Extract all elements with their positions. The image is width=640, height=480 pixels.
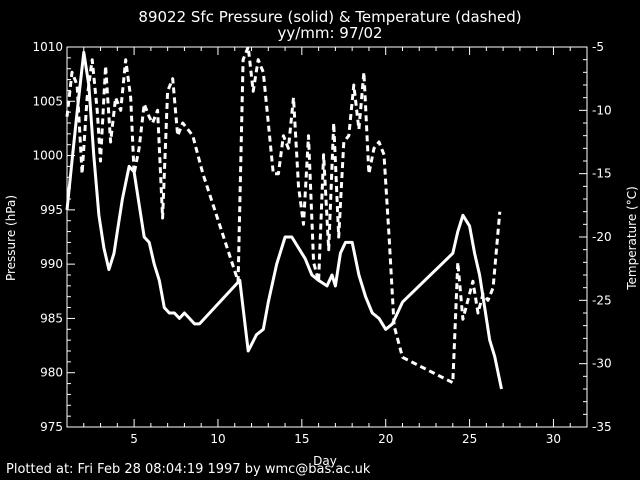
footer-caption: Plotted at: Fri Feb 28 08:04:19 1997 by …	[6, 462, 371, 477]
y-tick-label: 1000	[32, 149, 63, 163]
temperature-line	[65, 45, 502, 385]
chart-subtitle: yy/mm: 97/02	[277, 24, 382, 42]
y-tick-label: 980	[40, 366, 63, 380]
series-layer	[65, 45, 503, 390]
y2-tick-label: -5	[592, 40, 604, 54]
pressure-line	[65, 50, 503, 390]
y-axis-label: Pressure (hPa)	[4, 195, 18, 281]
x-axis-label: Day	[313, 454, 337, 468]
x-tick-label: 15	[294, 432, 309, 446]
y-tick-label: 975	[40, 420, 63, 434]
x-tick-label: 20	[378, 432, 393, 446]
chart-title: 89022 Sfc Pressure (solid) & Temperature…	[138, 8, 521, 26]
y2-tick-label: -20	[592, 230, 612, 244]
x-tick-label: 5	[130, 432, 138, 446]
y-axis-left: 975 980 985 990 995 1000 1005 1010	[32, 40, 75, 434]
y-axis-right: -35 -30 -25 -20 -15 -10 -5	[579, 40, 612, 434]
x-tick-label: 30	[546, 432, 561, 446]
y-tick-label: 1010	[32, 40, 63, 54]
y-tick-label: 995	[40, 203, 63, 217]
x-axis: 5 10 15 20 25 30	[83, 47, 571, 446]
y2-tick-label: -30	[592, 357, 612, 371]
y-tick-label: 985	[40, 311, 63, 325]
y2-tick-label: -10	[592, 103, 612, 117]
y2-tick-label: -15	[592, 167, 612, 181]
y2-tick-label: -25	[592, 293, 612, 307]
y2-tick-label: -35	[592, 420, 612, 434]
x-tick-label: 25	[462, 432, 477, 446]
y-tick-label: 1005	[32, 94, 63, 108]
y-tick-label: 990	[40, 257, 63, 271]
x-tick-label: 10	[210, 432, 225, 446]
y2-axis-label: Temperature (°C)	[625, 186, 639, 291]
